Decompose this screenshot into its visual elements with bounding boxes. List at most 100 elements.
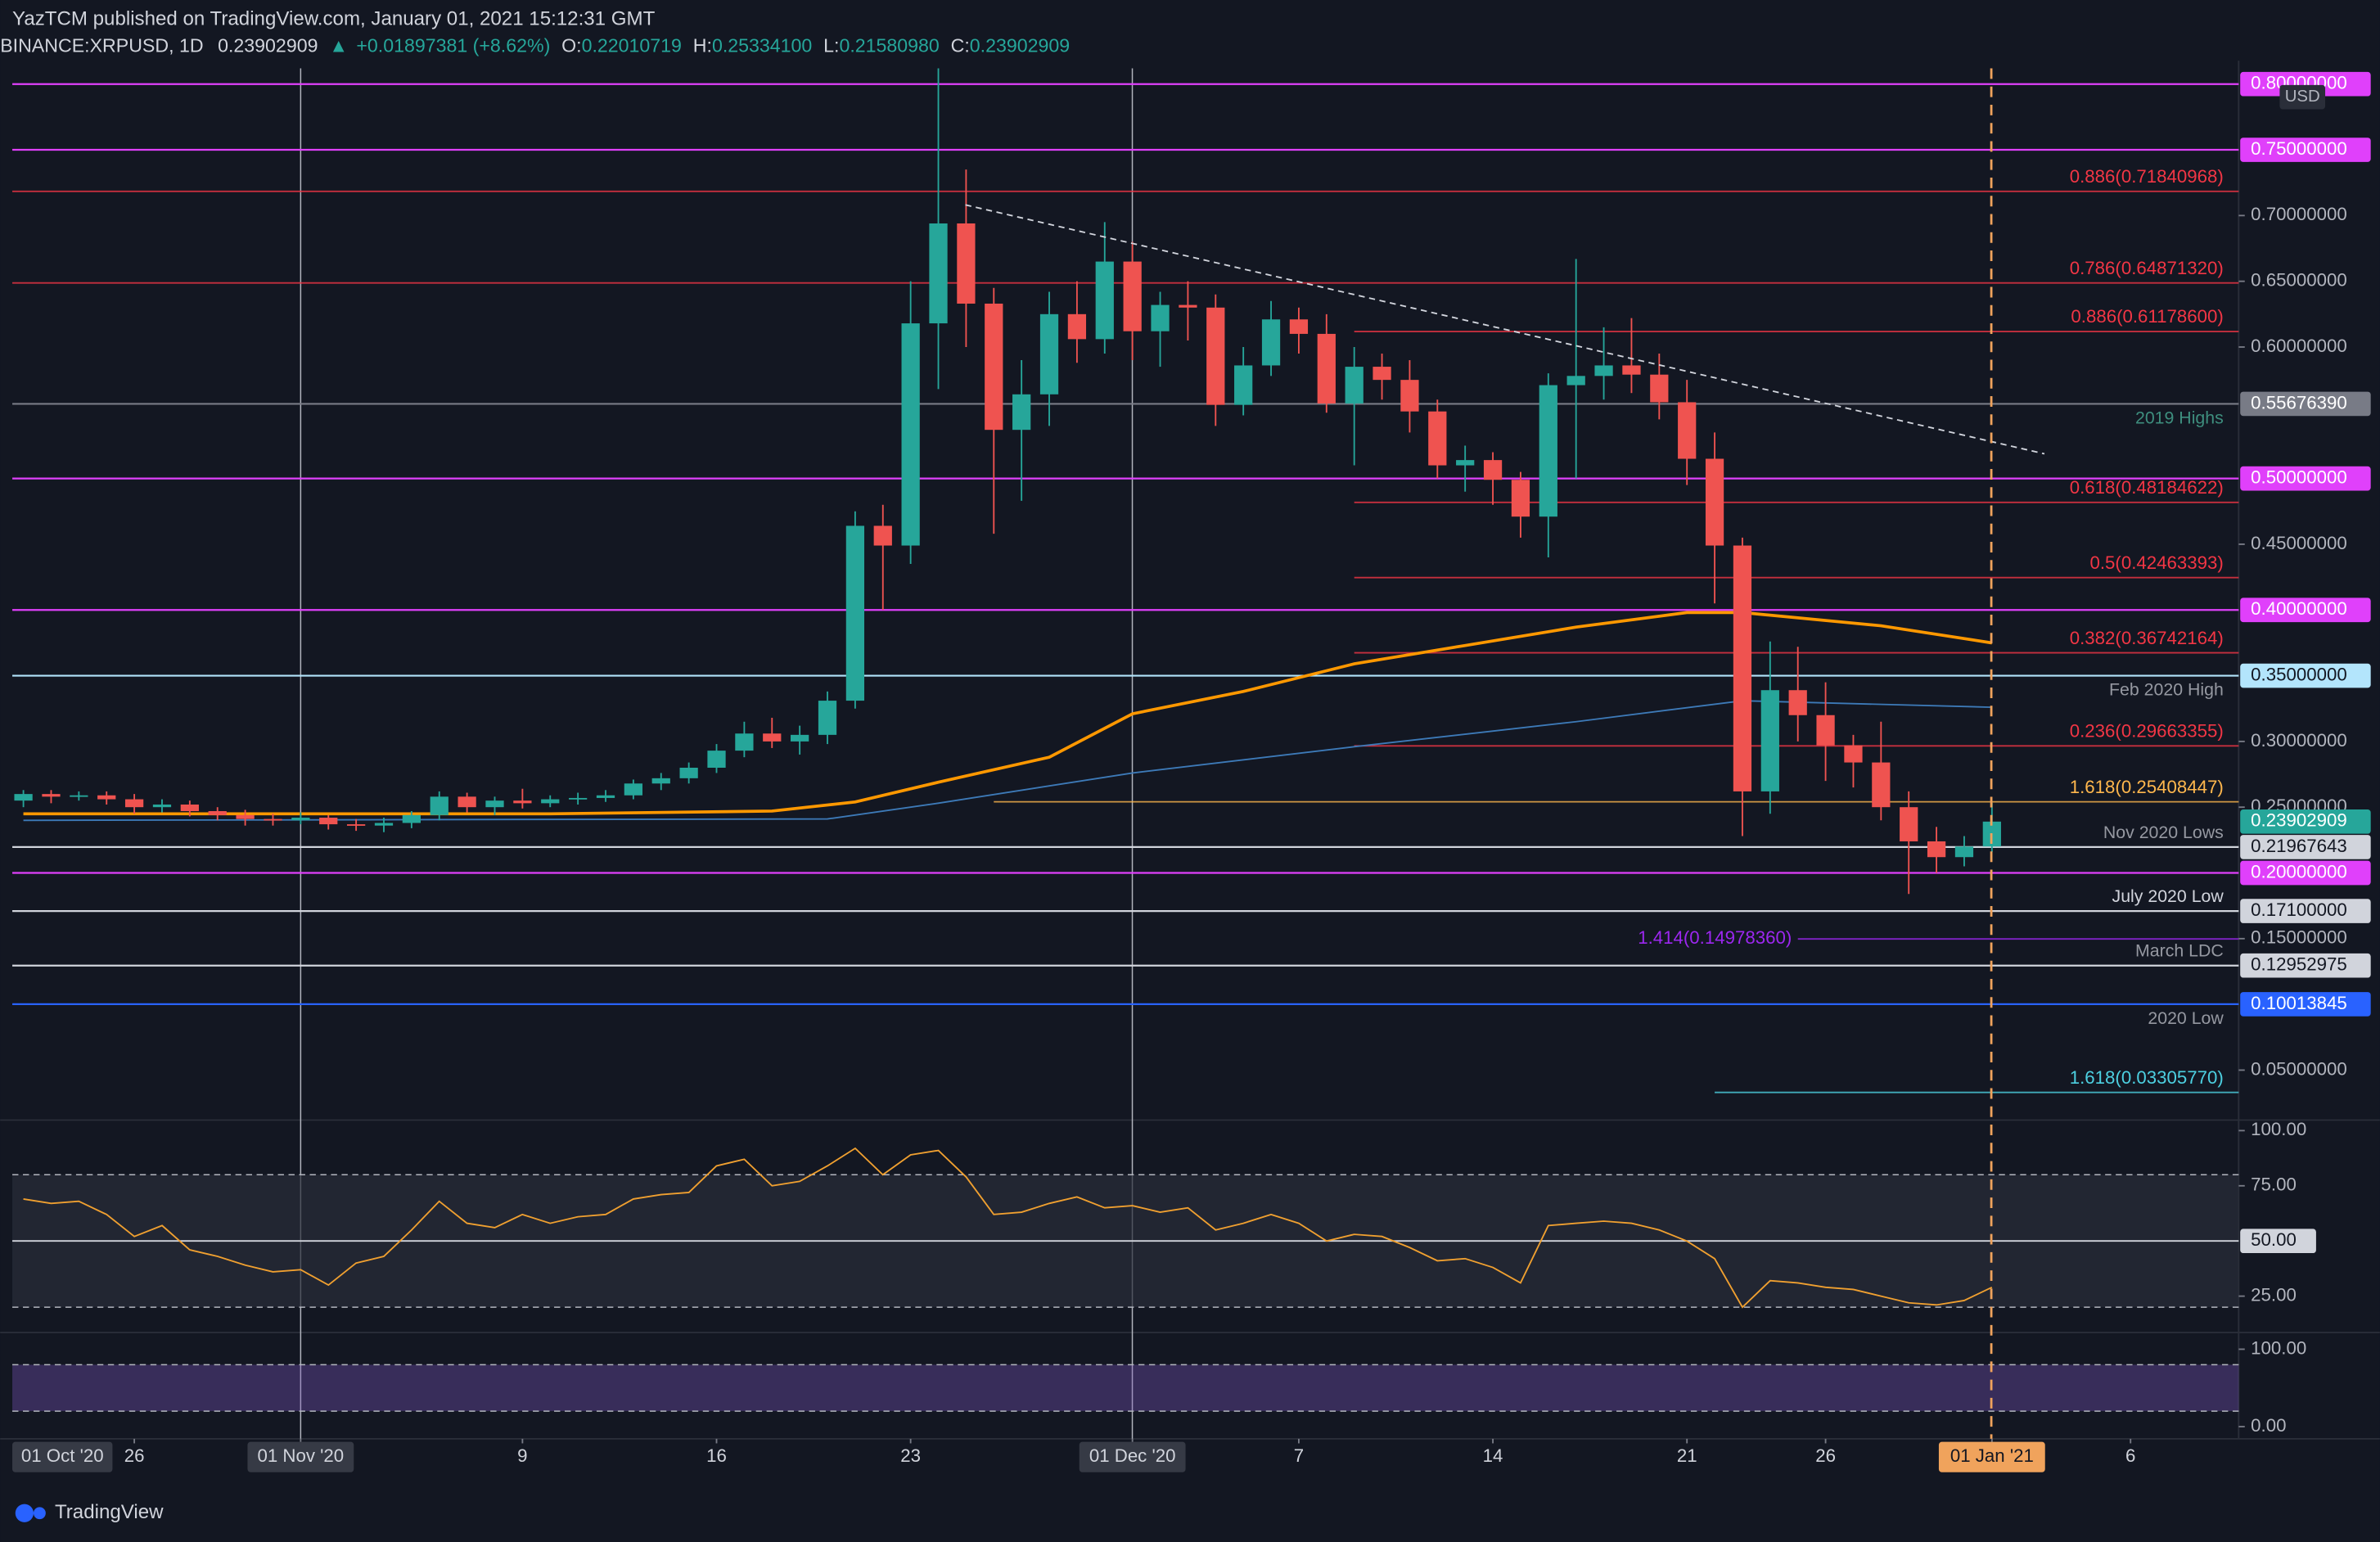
candle-body bbox=[14, 794, 33, 801]
rsi-line bbox=[23, 1147, 1993, 1309]
c-value: 0.23902909 bbox=[970, 35, 1070, 56]
level-label-box bbox=[2240, 597, 2371, 623]
l-label: L: bbox=[823, 35, 839, 56]
x-tick-box bbox=[1079, 1441, 1186, 1472]
rsi-tick-box bbox=[2240, 1229, 2316, 1254]
candle-body bbox=[541, 799, 560, 804]
level-note: Nov 2020 Lows bbox=[2103, 823, 2224, 842]
candle-body bbox=[1816, 715, 1835, 746]
level-label-box bbox=[2240, 899, 2371, 923]
candle-body bbox=[1151, 304, 1170, 331]
level-label: 0.886(0.61178600) bbox=[2071, 306, 2223, 327]
candle-body bbox=[1428, 411, 1447, 466]
level-label: 0.20000000 bbox=[2251, 861, 2347, 881]
level-label-box bbox=[2240, 835, 2371, 859]
candle-body bbox=[152, 804, 172, 808]
level-label: 0.382(0.36742164) bbox=[2070, 628, 2224, 648]
candle-body bbox=[679, 768, 698, 778]
candle-body bbox=[818, 701, 837, 735]
candle-body bbox=[291, 818, 310, 821]
candle-body bbox=[873, 525, 892, 546]
y-tick-label: 0.70000000 bbox=[2251, 204, 2347, 224]
logo bbox=[34, 1507, 46, 1520]
level-note: March LDC bbox=[2135, 941, 2224, 961]
level-label: 0.17100000 bbox=[2251, 900, 2347, 920]
candle-body bbox=[1261, 319, 1281, 366]
candle-body bbox=[1289, 319, 1309, 334]
price-label: 0.23902909 bbox=[2251, 810, 2347, 831]
level-label: 0.886(0.71840968) bbox=[2070, 166, 2224, 187]
arrow: ▲ bbox=[329, 35, 348, 56]
level-label-box bbox=[2240, 466, 2371, 491]
last-price: 0.23902909 bbox=[218, 35, 318, 56]
candle-body bbox=[97, 795, 116, 800]
x-tick-label: 01 Dec '20 bbox=[1089, 1445, 1176, 1466]
candle-body bbox=[568, 797, 588, 800]
candle-body bbox=[845, 525, 865, 701]
level-label-box bbox=[2240, 860, 2371, 886]
rsi-tick-label: 75.00 bbox=[2251, 1175, 2297, 1195]
level-label: 0.55676390 bbox=[2251, 392, 2347, 413]
candle-body bbox=[458, 796, 476, 808]
x-tick-label: 6 bbox=[2125, 1445, 2135, 1466]
trend-line bbox=[965, 204, 2045, 455]
level-label: 0.35000000 bbox=[2251, 664, 2347, 684]
y-tick-label: 0.65000000 bbox=[2251, 270, 2347, 291]
logo bbox=[15, 1504, 34, 1522]
candle-body bbox=[901, 323, 920, 546]
stoch-band bbox=[12, 1364, 2239, 1412]
candle-body bbox=[70, 795, 88, 797]
candle-body bbox=[1317, 333, 1336, 404]
level-note: Feb 2020 High bbox=[2109, 680, 2224, 700]
header-row: BINANCE:XRPUSD, 1D 0.23902909 ▲ +0.01897… bbox=[0, 35, 1070, 56]
h-label: H: bbox=[693, 35, 712, 56]
level-label: 0.12952975 bbox=[2251, 954, 2347, 975]
y-tick-label: 0.45000000 bbox=[2251, 533, 2347, 553]
level-note: 2019 Highs bbox=[2135, 408, 2224, 428]
level-label-box bbox=[2240, 71, 2371, 97]
level-label: 0.786(0.64871320) bbox=[2070, 258, 2224, 278]
candle-body bbox=[1123, 261, 1142, 331]
x-tick-label: 01 Nov '20 bbox=[258, 1445, 345, 1466]
candle-body bbox=[1954, 846, 1974, 858]
candle-body bbox=[1039, 313, 1059, 395]
candle-body bbox=[264, 818, 282, 821]
candle-body bbox=[1594, 365, 1613, 376]
candle-body bbox=[624, 783, 643, 796]
l-value: 0.21580980 bbox=[839, 35, 939, 56]
level-label: 0.10013845 bbox=[2251, 993, 2347, 1013]
h-value: 0.25334100 bbox=[712, 35, 812, 56]
level-label: 0.75000000 bbox=[2251, 138, 2347, 159]
publish-info: YazTCM published on TradingView.com, Jan… bbox=[12, 7, 656, 29]
candle-body bbox=[236, 814, 255, 819]
candle-body bbox=[651, 778, 670, 784]
rsi-tick-label: 25.00 bbox=[2251, 1284, 2297, 1305]
rsi-tick-label: 50.00 bbox=[2251, 1229, 2297, 1250]
moving-average bbox=[23, 700, 1992, 822]
candle-body bbox=[1067, 313, 1087, 340]
rsi-tick-label: 100.00 bbox=[2251, 1119, 2306, 1139]
level-label-box bbox=[2240, 138, 2371, 162]
candle-body bbox=[430, 796, 449, 815]
level-label: 0.21967643 bbox=[2251, 836, 2347, 856]
x-tick-box bbox=[1938, 1441, 2045, 1472]
level-label: 1.414(0.14978360) bbox=[1638, 927, 1792, 948]
candle-body bbox=[208, 811, 227, 815]
level-label: 0.236(0.29663355) bbox=[2070, 720, 2224, 741]
candle-body bbox=[374, 823, 394, 826]
brand: TradingView bbox=[55, 1501, 164, 1523]
candle-body bbox=[402, 814, 421, 823]
level-note: 2020 Low bbox=[2148, 1008, 2224, 1028]
y-tick-label: 0.15000000 bbox=[2251, 927, 2347, 948]
corner-date: 01 Oct '20 bbox=[21, 1445, 104, 1466]
candle-body bbox=[1927, 841, 1946, 858]
candle-body bbox=[596, 795, 615, 798]
candle-body bbox=[985, 303, 1003, 431]
candle-body bbox=[180, 804, 199, 812]
candle-body bbox=[42, 794, 61, 797]
y-tick-label: 0.60000000 bbox=[2251, 336, 2347, 356]
candle-body bbox=[1900, 807, 1918, 841]
y-tick-label: 0.05000000 bbox=[2251, 1058, 2347, 1079]
